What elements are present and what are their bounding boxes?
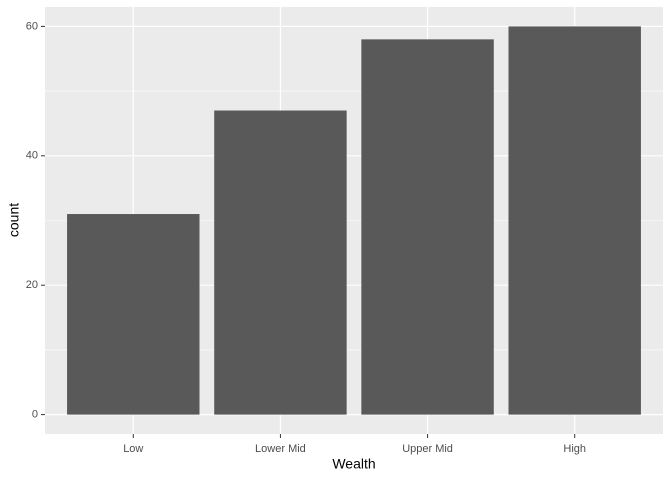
y-tick-label: 40 (26, 150, 38, 162)
x-axis-title: Wealth (332, 456, 375, 472)
x-tick-label: Low (123, 443, 143, 455)
bar (214, 110, 347, 415)
bar (67, 214, 200, 415)
bar (508, 26, 641, 415)
x-tick-label: Lower Mid (255, 443, 306, 455)
y-axis-title: count (6, 203, 22, 237)
bar (361, 39, 494, 415)
x-tick-label: Upper Mid (402, 443, 453, 455)
y-tick-label: 60 (26, 20, 38, 32)
y-tick-label: 20 (26, 279, 38, 291)
y-tick-label: 0 (32, 408, 38, 420)
x-tick-label: High (563, 443, 586, 455)
